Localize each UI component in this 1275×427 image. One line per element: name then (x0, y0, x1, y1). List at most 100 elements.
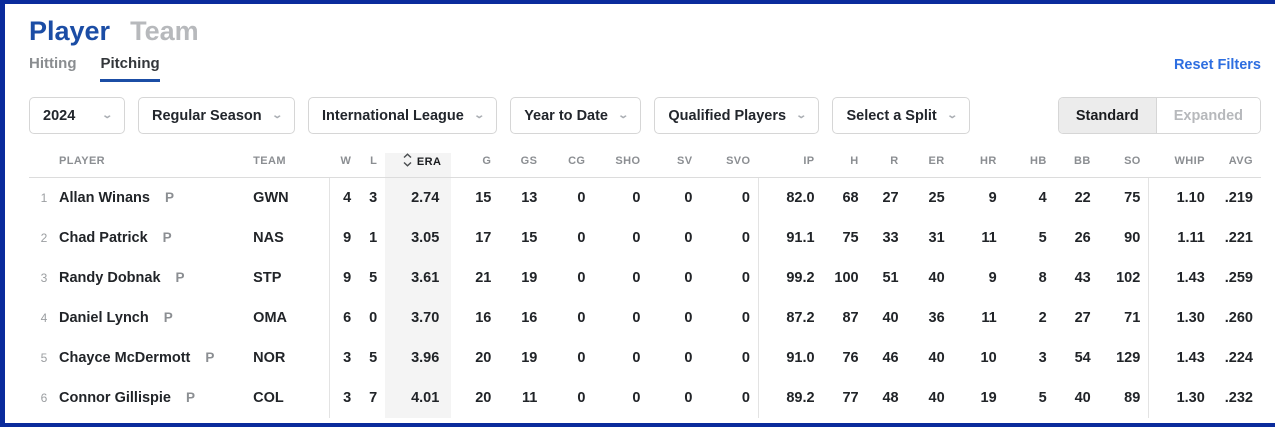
cell-h: 76 (842, 349, 859, 366)
cell-player: Chad Patrick P (59, 218, 253, 258)
cell-avg: .219 (1224, 189, 1253, 206)
column-header-g[interactable]: G (451, 153, 500, 178)
player-view-link[interactable]: Player (29, 16, 111, 46)
cell-bb: 26 (1074, 229, 1091, 246)
cell-so: 89 (1098, 377, 1150, 418)
cell-w: 3 (343, 389, 352, 406)
player-name-link[interactable]: Chayce McDermott (59, 349, 191, 366)
column-header-gs[interactable]: GS (499, 153, 546, 178)
column-header-hb[interactable]: HB (1004, 153, 1055, 178)
cell-hr: 11 (981, 309, 997, 326)
cell-avg: .260 (1224, 309, 1253, 326)
column-header-avg[interactable]: AVG (1212, 153, 1261, 178)
column-header-team[interactable]: TEAM (253, 153, 330, 178)
player-name-link[interactable]: Randy Dobnak (59, 269, 161, 286)
player-name-link[interactable]: Daniel Lynch (59, 309, 149, 326)
cell-g: 17 (475, 229, 492, 246)
cell-r: 46 (882, 349, 899, 366)
expanded-view-button[interactable]: Expanded (1155, 98, 1260, 133)
player-name-link[interactable]: Connor Gillispie (59, 389, 171, 406)
cell-hb: 3 (1038, 349, 1047, 366)
cell-hr: 11 (981, 229, 997, 246)
column-header-hr[interactable]: HR (952, 153, 1005, 178)
column-header-ip[interactable]: IP (758, 153, 823, 178)
cell-ip: 87.2 (786, 309, 815, 326)
player-position: P (162, 229, 172, 245)
player-pool-value: Qualified Players (668, 107, 787, 124)
column-header-sv[interactable]: SV (648, 153, 701, 178)
column-header-w[interactable]: W (329, 153, 360, 178)
cell-era: 3.61 (385, 257, 452, 298)
cell-w: 3 (343, 349, 352, 366)
cell-l: 5 (369, 349, 378, 366)
column-header-r[interactable]: R (866, 153, 907, 178)
league-dropdown[interactable]: International League ⌄ (307, 97, 498, 134)
cell-rank: 1 (40, 190, 48, 205)
cell-h: 77 (842, 389, 859, 406)
cell-player: Allan Winans P (59, 178, 253, 218)
season-type-value: Regular Season (152, 107, 262, 124)
table-row: 5 Chayce McDermott P NOR 3 5 3.96 20 19 0 0 0 0 91.0 7… (29, 337, 1261, 378)
cell-player: Chayce McDermott P (59, 338, 253, 378)
column-header-bb[interactable]: BB (1054, 153, 1099, 178)
cell-whip: 1.11 (1177, 229, 1205, 246)
cell-so: 75 (1098, 177, 1150, 218)
column-header-svo[interactable]: SVO (700, 153, 759, 178)
column-header-era[interactable]: ERA (385, 153, 452, 178)
cell-team: OMA (253, 297, 330, 338)
cell-w: 9 (343, 229, 352, 246)
column-header-cg[interactable]: CG (545, 153, 594, 178)
tab-hitting[interactable]: Hitting (29, 55, 77, 72)
filters-row: 2024 ⌄ Regular Season ⌄ International Le… (29, 97, 1261, 134)
date-range-dropdown[interactable]: Year to Date ⌄ (510, 97, 642, 134)
column-header-h[interactable]: H (822, 153, 867, 178)
team-view-link[interactable]: Team (130, 16, 199, 46)
cell-hb: 4 (1038, 189, 1047, 206)
chevron-down-icon: ⌄ (473, 109, 485, 121)
cell-gs: 13 (521, 189, 538, 206)
player-pool-dropdown[interactable]: Qualified Players ⌄ (654, 97, 820, 134)
cell-bb: 43 (1074, 269, 1091, 286)
cell-g: 15 (475, 189, 492, 206)
player-position: P (186, 389, 196, 405)
column-header-rank[interactable] (29, 153, 60, 178)
cell-team: COL (253, 377, 330, 418)
cell-svo: 0 (700, 177, 760, 218)
cell-hr: 19 (980, 389, 997, 406)
cell-whip: 1.30 (1176, 309, 1205, 326)
standard-view-button[interactable]: Standard (1058, 98, 1156, 133)
column-header-so[interactable]: SO (1098, 153, 1149, 178)
column-header-player[interactable]: PLAYER (59, 153, 254, 178)
player-name-link[interactable]: Allan Winans (59, 189, 150, 206)
cell-bb: 22 (1074, 189, 1091, 206)
cell-h: 87 (842, 309, 859, 326)
column-header-sho[interactable]: SHO (593, 153, 649, 178)
reset-filters-link[interactable]: Reset Filters (1173, 57, 1261, 73)
column-header-l[interactable]: L (359, 153, 386, 178)
tab-pitching[interactable]: Pitching (100, 55, 160, 82)
cell-sho: 0 (632, 229, 641, 246)
split-dropdown[interactable]: Select a Split ⌄ (832, 97, 971, 134)
column-header-whip[interactable]: WHIP (1148, 153, 1213, 178)
chevron-down-icon: ⌄ (795, 109, 808, 121)
cell-player: Connor Gillispie P (59, 378, 253, 418)
player-name-link[interactable]: Chad Patrick (59, 229, 148, 246)
cell-ip: 82.0 (786, 189, 815, 206)
year-dropdown[interactable]: 2024 ⌄ (29, 97, 125, 134)
cell-sho: 0 (632, 189, 641, 206)
cell-avg: .221 (1224, 229, 1253, 246)
cell-gs: 11 (522, 389, 538, 406)
chevron-down-icon: ⌄ (270, 109, 283, 121)
cell-l: 1 (369, 229, 378, 246)
cell-w: 4 (343, 189, 352, 206)
cell-sv: 0 (684, 309, 693, 326)
table-row: 1 Allan Winans P GWN 4 3 2.74 15 13 0 0 0 0 82.0 68 27 2… (29, 177, 1261, 218)
column-header-er[interactable]: ER (906, 153, 953, 178)
cell-svo: 0 (700, 377, 760, 418)
player-position: P (205, 349, 215, 365)
season-type-dropdown[interactable]: Regular Season ⌄ (138, 97, 295, 134)
cell-so: 102 (1098, 257, 1150, 298)
table-row: 4 Daniel Lynch P OMA 6 0 3.70 16 16 0 0 0 0 87.2 87 40 3… (29, 297, 1261, 338)
cell-bb: 40 (1074, 389, 1091, 406)
cell-g: 20 (475, 389, 492, 406)
